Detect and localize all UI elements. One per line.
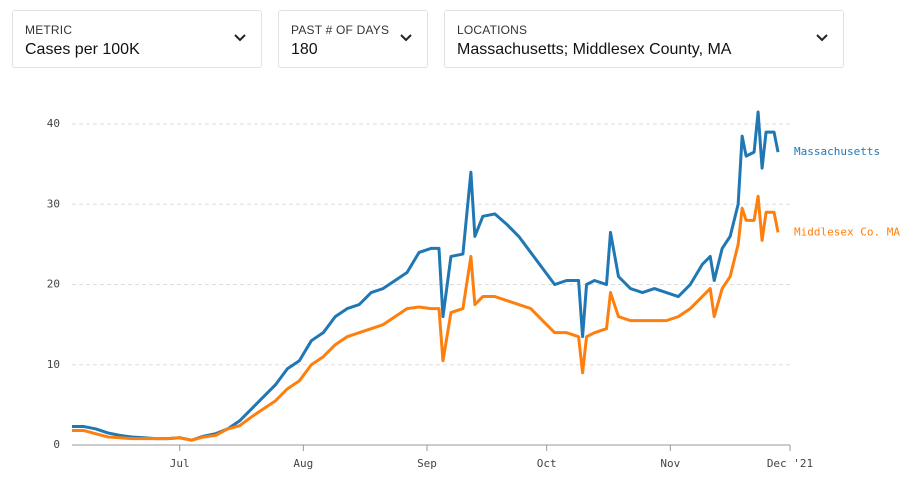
x-tick-label: Sep: [417, 457, 437, 470]
series-line: [72, 110, 780, 442]
locations-dropdown[interactable]: LOCATIONS Massachusetts; Middlesex Count…: [444, 10, 844, 68]
y-tick-label: 0: [53, 438, 60, 451]
x-tick-label: Aug: [293, 457, 313, 470]
x-tick-label: Dec '21: [767, 457, 813, 470]
dropdown-label: LOCATIONS: [457, 23, 528, 37]
x-tick-label: Oct: [537, 457, 557, 470]
dropdown-value: 180: [291, 41, 318, 58]
y-tick-label: 40: [47, 117, 60, 130]
series-label: Massachusetts: [794, 145, 880, 158]
dropdown-label: METRIC: [25, 23, 73, 37]
dropdown-value: Cases per 100K: [25, 41, 140, 58]
metric-dropdown[interactable]: METRIC Cases per 100K: [12, 10, 262, 68]
chevron: [400, 34, 412, 42]
y-tick-label: 30: [47, 197, 60, 210]
dropdown-label: PAST # OF DAYS: [291, 23, 390, 37]
series-label: Middlesex Co. MA: [794, 225, 900, 238]
chevron: [816, 34, 828, 42]
dropdown-value: Massachusetts; Middlesex County, MA: [457, 41, 732, 58]
y-tick-label: 10: [47, 358, 60, 371]
series-line: [72, 194, 780, 442]
x-tick-label: Nov: [660, 457, 680, 470]
y-tick-label: 20: [47, 278, 60, 291]
days-dropdown[interactable]: PAST # OF DAYS 180: [278, 10, 428, 68]
chevron: [234, 34, 246, 42]
x-tick-label: Jul: [170, 457, 190, 470]
